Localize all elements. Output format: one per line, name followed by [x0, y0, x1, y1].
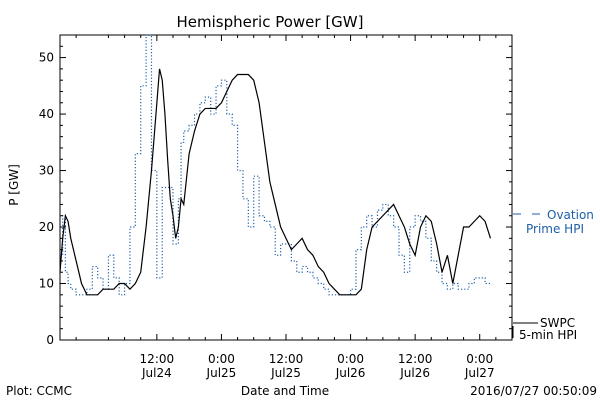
y-tick-label: 20	[39, 220, 54, 234]
plot-frame	[59, 34, 513, 341]
footer-plot-credit: Plot: CCMC	[6, 384, 72, 398]
y-axis-label: P [GW]	[7, 164, 21, 206]
series-layer	[59, 34, 492, 296]
plot-area-border	[59, 34, 513, 341]
x-tick-time-label: 0:00	[466, 352, 493, 366]
series-swpc-line	[59, 68, 492, 296]
legend-swpc-label-line2: 5-min HPI	[519, 328, 577, 342]
footer-timestamp: 2016/07/27 00:50:09	[470, 384, 597, 398]
y-tick-label: 50	[39, 51, 54, 65]
legend: Ovation Prime HPI SWPC 5-min HPI	[512, 208, 594, 342]
x-tick-date-label: Jul24	[141, 366, 172, 380]
x-tick-date-label: Jul25	[270, 366, 301, 380]
legend-ovation-label-line2: Prime HPI	[526, 222, 584, 236]
y-tick-label: 30	[39, 164, 54, 178]
x-tick-date-label: Jul27	[464, 366, 495, 380]
y-tick-label: 40	[39, 107, 54, 121]
x-tick-date-label: Jul25	[206, 366, 237, 380]
y-tick-label: 0	[46, 333, 54, 347]
x-ticks: 12:00Jul240:00Jul2512:00Jul250:00Jul2612…	[59, 35, 513, 380]
x-tick-time-label: 0:00	[337, 352, 364, 366]
legend-ovation-label-line1: Ovation	[547, 208, 594, 222]
x-tick-time-label: 0:00	[208, 352, 235, 366]
legend-swpc-label-line1: SWPC	[540, 316, 575, 330]
x-tick-date-label: Jul26	[399, 366, 430, 380]
series-ovation-line	[60, 34, 491, 296]
x-tick-time-label: 12:00	[140, 352, 175, 366]
x-tick-time-label: 12:00	[269, 352, 304, 366]
chart-title: Hemispheric Power [GW]	[177, 13, 364, 31]
y-ticks: 0 10 20 30 40 50	[39, 34, 512, 347]
x-tick-date-label: Jul26	[335, 366, 366, 380]
footer-x-axis-title: Date and Time	[241, 384, 329, 398]
x-tick-time-label: 12:00	[398, 352, 433, 366]
y-tick-label: 10	[39, 277, 54, 291]
